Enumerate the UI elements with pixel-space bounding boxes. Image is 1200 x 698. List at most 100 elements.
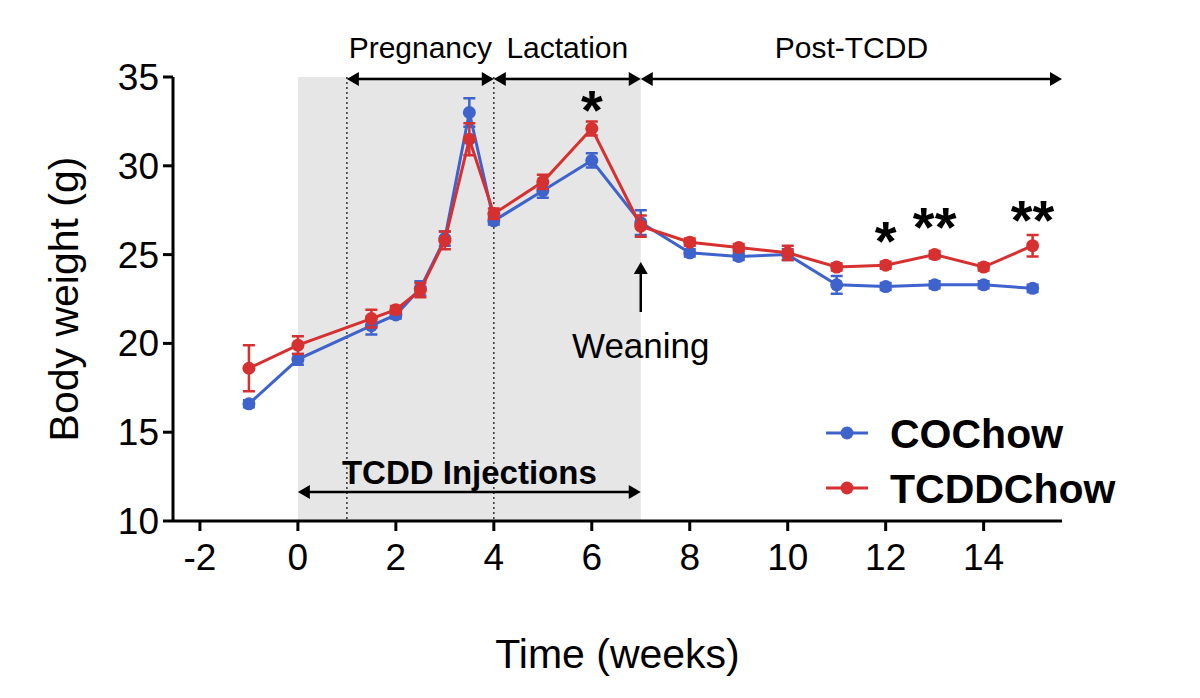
data-point: [389, 303, 402, 316]
significance-star: *: [875, 209, 897, 272]
y-tick: [163, 342, 173, 345]
period-arrow: [351, 78, 490, 81]
injection-arrow: [302, 491, 637, 494]
x-tick-label: 0: [288, 537, 309, 578]
error-bar: [782, 246, 794, 260]
x-tick: [492, 521, 495, 531]
significance-star: **: [1011, 188, 1055, 251]
y-tick-label: 10: [118, 501, 159, 542]
period-label: Pregnancy: [349, 31, 492, 64]
weaning-arrow: [640, 272, 643, 312]
error-bar: [365, 310, 377, 328]
chart: 10 15 20 25 30 35 -2 0 2 4 6 8 10 12 14 Time (weeks) Bod…: [0, 0, 1200, 698]
y-axis: [172, 77, 175, 521]
series-line: [249, 129, 1033, 369]
error-bar: [537, 175, 549, 189]
error-bar: [439, 232, 451, 250]
period-arrow-head: [347, 72, 359, 86]
x-tick-label: 12: [865, 537, 906, 578]
series-line: [249, 113, 1033, 404]
data-point: [977, 278, 990, 291]
injection-arrow-head: [298, 485, 310, 499]
x-tick-label: 6: [581, 537, 602, 578]
period-label: Post-TCDD: [775, 31, 928, 64]
y-tick-label: 30: [118, 146, 159, 187]
data-point: [977, 261, 990, 274]
y-tick: [163, 431, 173, 434]
background: [0, 0, 1200, 698]
x-tick: [394, 521, 397, 531]
significance-star: **: [913, 195, 957, 258]
data-point: [463, 133, 476, 146]
data-point: [1026, 282, 1039, 295]
y-tick-label: 20: [118, 323, 159, 364]
error-bar: [586, 153, 598, 167]
x-tick: [982, 521, 985, 531]
x-tick-label: 14: [963, 537, 1004, 578]
y-tick-label: 35: [118, 57, 159, 98]
data-point: [634, 220, 647, 233]
weaning-arrow-head: [634, 262, 648, 274]
x-tick: [884, 521, 887, 531]
y-tick-label: 25: [118, 235, 159, 276]
significance-star: *: [581, 78, 603, 141]
error-bar: [635, 216, 647, 237]
x-tick-label: 10: [767, 537, 808, 578]
x-axis: [173, 520, 1062, 523]
error-bar: [414, 283, 426, 297]
period-arrow: [498, 78, 637, 81]
shaded-label: TCDD Injections: [342, 454, 597, 491]
data-point: [830, 278, 843, 291]
period-label: Lactation: [506, 31, 628, 64]
period-arrow: [645, 78, 1058, 81]
data-point: [683, 236, 696, 249]
legend-label: COChow: [890, 411, 1063, 457]
legend-label: TCDDChow: [890, 466, 1116, 512]
period-span: [347, 79, 494, 80]
y-axis-title: Body weight (g): [41, 157, 87, 442]
y-tick: [163, 76, 173, 79]
x-tick-label: 2: [386, 537, 407, 578]
error-bar: [292, 336, 304, 354]
period-span: [494, 79, 641, 80]
injection-arrow-head: [629, 485, 641, 499]
backdrop: [298, 77, 641, 521]
data-point: [414, 284, 427, 297]
y-tick: [163, 520, 173, 523]
data-point: [830, 261, 843, 274]
y-tick: [163, 253, 173, 256]
data-point: [291, 339, 304, 352]
x-tick-label: 4: [484, 537, 505, 578]
data-point: [242, 397, 255, 410]
plot-area: [242, 98, 1039, 410]
data-point: [463, 106, 476, 119]
period-arrow-head: [494, 72, 506, 86]
data-point: [732, 241, 745, 254]
x-tick: [688, 521, 691, 531]
data-point: [438, 234, 451, 247]
error-bar: [243, 345, 255, 391]
legend-marker: [841, 482, 854, 495]
x-tick-label: -2: [183, 537, 216, 578]
x-tick: [296, 521, 299, 531]
x-tick: [198, 521, 201, 531]
period-arrow-head: [629, 72, 641, 86]
data-point: [781, 246, 794, 259]
data-point: [536, 175, 549, 188]
x-tick-label: 8: [679, 537, 700, 578]
shaded-region: [298, 77, 641, 521]
data-point: [242, 362, 255, 375]
x-tick: [590, 521, 593, 531]
data-point: [365, 312, 378, 325]
data-point: [879, 280, 892, 293]
legend-marker: [841, 427, 854, 440]
y-tick-label: 15: [118, 412, 159, 453]
error-bar: [635, 210, 647, 235]
period-span: [641, 79, 1062, 80]
data-point: [487, 207, 500, 220]
x-axis-title: Time (weeks): [495, 631, 740, 677]
error-bar: [463, 123, 475, 155]
weaning-label: Weaning: [572, 326, 710, 365]
data-point: [585, 154, 598, 167]
x-tick: [786, 521, 789, 531]
